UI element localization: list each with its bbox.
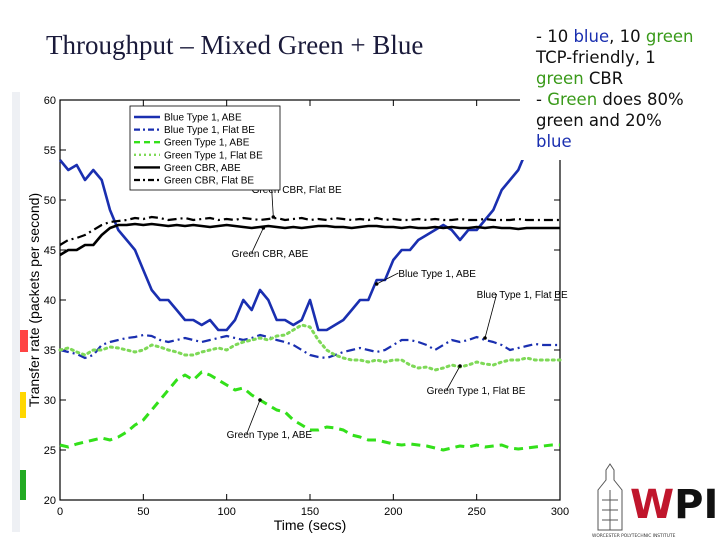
note-fragment: green [536,69,584,88]
annotation-arrow [251,227,264,254]
note-line: - 10 blue, 10 green [536,26,720,47]
x-tick-label: 250 [467,506,485,518]
y-tick-label: 30 [44,395,56,407]
annotation-arrowhead [458,364,462,368]
note-fragment: green [645,27,694,46]
y-axis-label: Transfer rate (packets per second) [26,193,42,407]
annotation-arrowhead [374,282,379,286]
annotation-arrow [376,272,399,285]
annotation-label: Green CBR, ABE [232,249,309,260]
note-fragment: green and 20% [536,111,662,130]
wpi-logo: WPI WORCESTER POLYTECHNIC INSTITUTE [592,463,718,539]
annotation-label: Green Type 1, Flat BE [427,386,526,397]
note-fragment: blue [536,132,572,151]
annotation-arrowhead [271,215,276,219]
annotation-arrow [446,365,461,391]
tower-icon [597,463,623,531]
annotation-arrow [484,293,498,339]
slide-stripe [12,92,20,532]
slide-accent-red [20,330,28,352]
slide-title: Throughput – Mixed Green + Blue [46,30,424,60]
x-tick-label: 0 [57,506,63,518]
series-line-1 [58,118,560,332]
axis-ticks: 0 50 100 150 200 250 300 20 25 30 35 40 45 50 55 60 [44,95,569,518]
y-tick-label: 60 [44,95,56,107]
legend-entry: Green Type 1, ABE [164,138,250,149]
y-tick-label: 55 [44,145,56,157]
legend-entry: Blue Type 1, ABE [164,113,242,124]
legend-entry: Green CBR, ABE [164,163,241,174]
series-line-4 [58,323,562,372]
note-fragment: - [536,90,548,109]
note-fragment: - 10 [536,27,574,46]
annotation-label: Green CBR, Flat BE [252,185,342,196]
note-line: blue [536,131,720,152]
logo-text: WPI [630,482,718,528]
annotation-arrowhead [261,226,266,230]
note-fragment: blue [573,27,610,46]
annotation-label: Blue Type 1, ABE [398,269,476,280]
note-line: green CBR [536,68,720,89]
slide-accent-yellow [20,392,26,418]
x-tick-label: 200 [384,506,402,518]
series-line-2 [59,333,560,360]
annotation-group: Green CBR, Flat BE Green CBR, ABE Blue Typ… [227,185,568,441]
series-group [58,118,562,452]
x-tick-label: 300 [551,506,569,518]
note-fragment: Green [547,90,598,109]
y-tick-label: 50 [44,195,56,207]
note-fragment: does 80% [597,90,684,109]
series-line-5 [59,222,560,257]
note-fragment: TCP-friendly, 1 [536,48,656,67]
series-line-6 [59,215,560,246]
x-tick-label: 50 [137,506,149,518]
legend-entry: Green CBR, Flat BE [164,176,254,187]
note-line: green and 20% [536,110,720,131]
annotation-arrowhead [258,398,262,402]
annotation-arrowhead [483,336,487,340]
annotation-arrow [271,188,274,218]
slide-accent-green [20,470,26,500]
note-line: TCP-friendly, 1 [536,47,720,68]
side-note: - 10 blue, 10 green TCP-friendly, 1 green … [520,24,720,160]
y-tick-label: 35 [44,345,56,357]
y-tick-label: 20 [44,495,56,507]
note-fragment: , 10 [609,27,646,46]
note-fragment: CBR [583,69,624,88]
annotation-label: Blue Type 1, Flat BE [477,290,568,301]
x-axis-label: Time (secs) [274,517,347,533]
note-line: - Green does 80% [536,89,720,110]
x-tick-label: 100 [217,506,235,518]
y-tick-label: 25 [44,445,56,457]
annotation-label: Green Type 1, ABE [227,430,313,441]
legend-entry: Green Type 1, Flat BE [164,150,263,161]
logo-subtitle: WORCESTER POLYTECHNIC INSTITUTE [592,533,676,539]
legend-box [129,105,281,191]
x-tick-label: 150 [301,506,319,518]
legend-entry: Blue Type 1, Flat BE [164,125,255,136]
annotation-arrow [246,399,261,435]
y-tick-label: 40 [44,295,56,307]
y-tick-label: 45 [44,245,56,257]
series-line-3 [59,370,560,452]
